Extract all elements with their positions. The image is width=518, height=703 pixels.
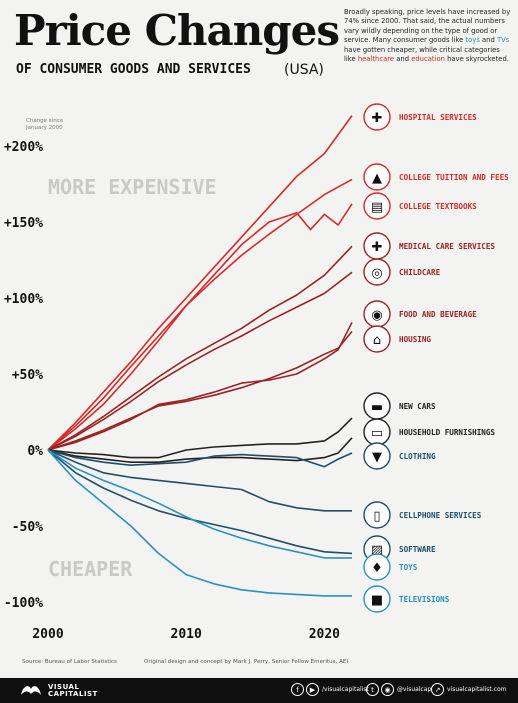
y-tick-label: +50% (12, 368, 43, 383)
series-label: FOOD AND BEVERAGE (399, 310, 477, 319)
intro-and: and (479, 36, 497, 45)
intro-part-2: have gotten cheaper, while critical cate… (344, 45, 500, 64)
toy-icon: ♦ (371, 561, 383, 576)
twitter-icon[interactable]: t (366, 683, 379, 696)
y-tick-label: -50% (12, 520, 43, 535)
visual-capitalist-logo-icon (21, 686, 41, 695)
youtube-icon[interactable]: ▶ (306, 683, 319, 696)
book-icon: ▤ (371, 200, 383, 215)
y-tick-label: 0% (27, 444, 43, 459)
series-label: CHILDCARE (399, 268, 441, 277)
y-tick-label: +100% (4, 292, 43, 307)
series-line (47, 271, 353, 451)
credit-note: Original design and concept by Mark J. P… (144, 659, 349, 665)
intro-toys: toys (465, 36, 480, 45)
brand-name: VISUAL CAPITALIST (48, 684, 98, 698)
series-line (47, 178, 353, 451)
toy-badge (363, 553, 391, 581)
website-link[interactable]: visualcapitalist.com (447, 686, 507, 693)
price-change-chart: Change since January 2000 -100% -50% 0% +50% +… (4, 103, 509, 642)
graduation-cap-badge (363, 163, 391, 191)
hospital-badge (363, 103, 391, 131)
graduation-cap-icon: ▲ (372, 171, 382, 186)
series-label: CELLPHONE SERVICES (399, 511, 482, 520)
facebook-icon[interactable]: f (291, 683, 304, 696)
annotation-more-expensive: MORE EXPENSIVE (48, 175, 217, 199)
series-label: TOYS (399, 563, 418, 572)
intro-part-3: have skyrocketed. (444, 55, 509, 64)
y-tick-label: +200% (4, 140, 43, 155)
shirt-icon: ▼ (372, 450, 382, 465)
intro-healthcare: healthcare (357, 55, 395, 64)
series-label: HOSPITAL SERVICES (399, 113, 477, 122)
series-line (47, 449, 353, 468)
series-label: COLLEGE TUITION AND FEES (399, 173, 509, 182)
intro-and-2: and (394, 55, 412, 64)
series-label: COLLEGE TEXTBOOKS (399, 202, 477, 211)
series-line (47, 203, 353, 451)
intro-text: Broadly speaking, price levels have incr… (344, 8, 512, 64)
region-label: (USA) (284, 62, 324, 78)
tv-icon: ■ (371, 593, 383, 608)
series-line (47, 245, 353, 451)
car-icon: ▬ (371, 400, 383, 415)
food-icon: ◉ (371, 308, 382, 323)
intro-tvs: TVs (496, 36, 510, 45)
page-title: Price Changes (14, 6, 340, 55)
series-label: MEDICAL CARE SERVICES (399, 242, 495, 251)
series-line (47, 449, 352, 597)
annotation-cheaper: CHEAPER (48, 557, 133, 581)
series-line (47, 449, 352, 559)
brand-line-2: CAPITALIST (48, 690, 98, 698)
book-badge (363, 192, 391, 220)
tv-badge (363, 585, 391, 613)
x-tick-label: 2010 (171, 627, 202, 642)
social-handle-1[interactable]: /visualcapitalist (322, 686, 369, 693)
social-handle-2[interactable]: @visualcap (397, 686, 432, 693)
brand-line-1: VISUAL (48, 683, 80, 691)
x-tick-label: 2000 (32, 627, 63, 642)
series-label: HOUSING (399, 335, 431, 344)
x-tick-label: 2020 (309, 627, 340, 642)
series-line (47, 449, 353, 555)
stroller-icon: ◎ (371, 266, 382, 281)
hospital-icon: ✚ (372, 111, 383, 126)
y-axis-label: Change since January 2000 (25, 118, 64, 131)
cellphone-icon: ▯ (373, 509, 380, 524)
intro-education: education (411, 55, 445, 64)
series-line (47, 321, 353, 451)
website-icon[interactable]: ↗ (431, 683, 444, 696)
series-label: TELEVISIONS (399, 595, 450, 604)
series-line (47, 449, 352, 512)
series-label: CLOTHING (399, 452, 436, 461)
page-subtitle: OF CONSUMER GOODS AND SERVICES (16, 62, 251, 77)
series-line (47, 330, 353, 451)
instagram-icon[interactable]: ◉ (381, 683, 394, 696)
source-note: Source: Bureau of Labor Statistics (22, 659, 117, 665)
series-label: HOUSEHOLD FURNISHINGS (399, 428, 495, 437)
shirt-badge (363, 442, 391, 470)
y-tick-label: -100% (4, 596, 43, 611)
series-line (47, 115, 353, 451)
series-line (47, 417, 353, 459)
series-line (47, 437, 353, 464)
series-label: SOFTWARE (399, 545, 436, 554)
y-tick-label: +150% (4, 216, 43, 231)
house-badge (363, 325, 391, 353)
stroller-badge (363, 258, 391, 286)
sofa-icon: ▭ (371, 426, 383, 441)
series-label: NEW CARS (399, 402, 436, 411)
cellphone-badge (363, 501, 391, 529)
house-icon: ⌂ (373, 333, 381, 348)
intro-part-1: Broadly speaking, price levels have incr… (344, 8, 511, 45)
medical-kit-icon: ✚ (372, 240, 383, 255)
